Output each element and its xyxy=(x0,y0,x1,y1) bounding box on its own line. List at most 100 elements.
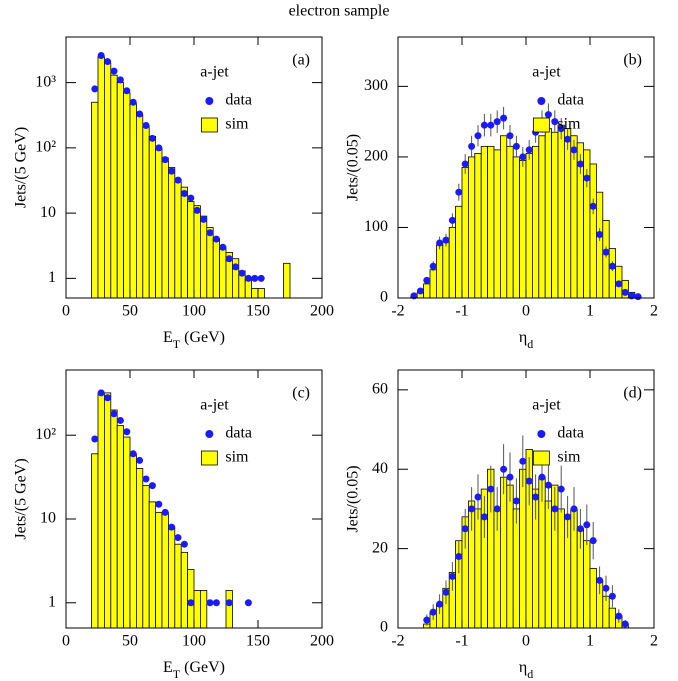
data-point xyxy=(155,144,163,152)
x-tick-label: -1 xyxy=(455,633,468,650)
sim-bar xyxy=(499,476,508,629)
x-tick-label: 0 xyxy=(522,633,530,650)
panel: -2 -1 0 1 20204060ηdJets/(0.05)(d)a-jetdatas… xyxy=(345,369,658,681)
x-tick-label: 100 xyxy=(182,303,206,320)
data-point xyxy=(429,608,437,616)
data-point xyxy=(461,160,469,168)
y-tick-label: 10 xyxy=(40,204,56,221)
data-point xyxy=(589,202,597,210)
sim-bar xyxy=(499,135,508,299)
data-point xyxy=(123,428,131,436)
y-tick-label: 10³ xyxy=(35,73,56,90)
sim-bar xyxy=(212,238,220,299)
data-point xyxy=(557,125,565,133)
y-axis-label: Jets/(5 GeV) xyxy=(13,127,30,208)
data-point xyxy=(448,216,456,224)
x-axis-label-part: d xyxy=(527,667,533,681)
y-tick-label: 100 xyxy=(364,218,388,235)
x-tick-label: 0 xyxy=(62,303,70,320)
data-point xyxy=(219,243,227,251)
sim-bar xyxy=(104,392,112,629)
sim-bar xyxy=(448,227,457,299)
data-point xyxy=(91,85,99,93)
data-point xyxy=(480,513,488,521)
annotation: a-jet xyxy=(532,397,561,414)
data-point xyxy=(596,576,604,584)
data-point xyxy=(136,110,144,118)
data-point xyxy=(576,160,584,168)
sim-bar xyxy=(91,101,99,299)
data-point xyxy=(212,235,220,243)
y-tick-label: 20 xyxy=(372,539,388,556)
data-point xyxy=(200,215,208,223)
sim-bar xyxy=(167,526,176,629)
data-point xyxy=(225,255,233,263)
data-point xyxy=(244,599,252,607)
data-point xyxy=(615,612,623,620)
data-point xyxy=(193,206,201,214)
legend-marker xyxy=(200,450,218,466)
sim-bar xyxy=(110,74,118,299)
data-point xyxy=(104,58,112,66)
x-axis-label: ET (GeV) xyxy=(163,659,225,681)
sim-bar xyxy=(474,152,482,299)
x-tick-label: 0 xyxy=(62,633,70,650)
sim-bar xyxy=(129,103,137,299)
data-point xyxy=(187,194,195,202)
data-point xyxy=(168,167,176,175)
data-point xyxy=(493,118,501,126)
data-point xyxy=(212,599,220,607)
x-axis-label-part: E xyxy=(163,659,173,676)
data-point xyxy=(474,132,482,140)
data-point xyxy=(519,457,527,465)
x-axis-label-part: (GeV) xyxy=(180,659,225,676)
sim-bar xyxy=(116,425,124,629)
x-axis-label: ET (GeV) xyxy=(163,329,225,351)
sim-bar xyxy=(91,453,99,629)
data-point xyxy=(525,146,533,154)
data-point xyxy=(487,485,495,493)
x-tick-label: 100 xyxy=(182,633,206,650)
sim-bar xyxy=(187,569,195,629)
sim-bar xyxy=(506,484,514,629)
sim-bar xyxy=(423,283,431,299)
data-point xyxy=(232,263,240,271)
data-point xyxy=(538,473,546,481)
x-axis-label-part: (GeV) xyxy=(180,329,225,346)
sim-bar xyxy=(116,82,124,299)
panel-label: (d) xyxy=(623,385,642,402)
y-tick-label: 40 xyxy=(372,460,388,477)
data-point xyxy=(161,508,169,516)
data-point xyxy=(621,288,629,296)
sim-bar xyxy=(129,453,137,629)
x-tick-label: 50 xyxy=(122,303,138,320)
data-point xyxy=(142,122,150,130)
sim-bar xyxy=(493,149,501,299)
x-tick-label: 50 xyxy=(122,633,138,650)
data-point xyxy=(136,456,144,464)
data-point xyxy=(436,239,444,247)
y-tick-label: 0 xyxy=(380,619,388,636)
sim-bar xyxy=(161,157,169,299)
data-point xyxy=(148,134,156,142)
data-point xyxy=(557,485,565,493)
sim-bar xyxy=(557,508,565,629)
x-tick-label: 2 xyxy=(650,303,658,320)
y-tick-label: 10² xyxy=(35,139,56,156)
x-tick-label: 200 xyxy=(310,303,334,320)
x-tick-label: 1 xyxy=(586,633,594,650)
data-point xyxy=(110,67,118,75)
data-point xyxy=(493,505,501,513)
sim-bar xyxy=(199,215,208,299)
sim-bar xyxy=(180,551,188,629)
sim-bar xyxy=(123,436,131,629)
sim-bar xyxy=(251,288,259,299)
panel: -2 -1 0 1 2 0 100 200 300 ηd Jets/(0.05) (b) a-jet da… xyxy=(345,36,658,351)
sim-bar xyxy=(544,128,553,299)
x-tick-label: -2 xyxy=(391,303,404,320)
data-point xyxy=(423,616,431,624)
data-point xyxy=(429,262,437,270)
data-point xyxy=(155,500,163,508)
data-point xyxy=(634,293,642,301)
sim-bar xyxy=(97,56,105,299)
